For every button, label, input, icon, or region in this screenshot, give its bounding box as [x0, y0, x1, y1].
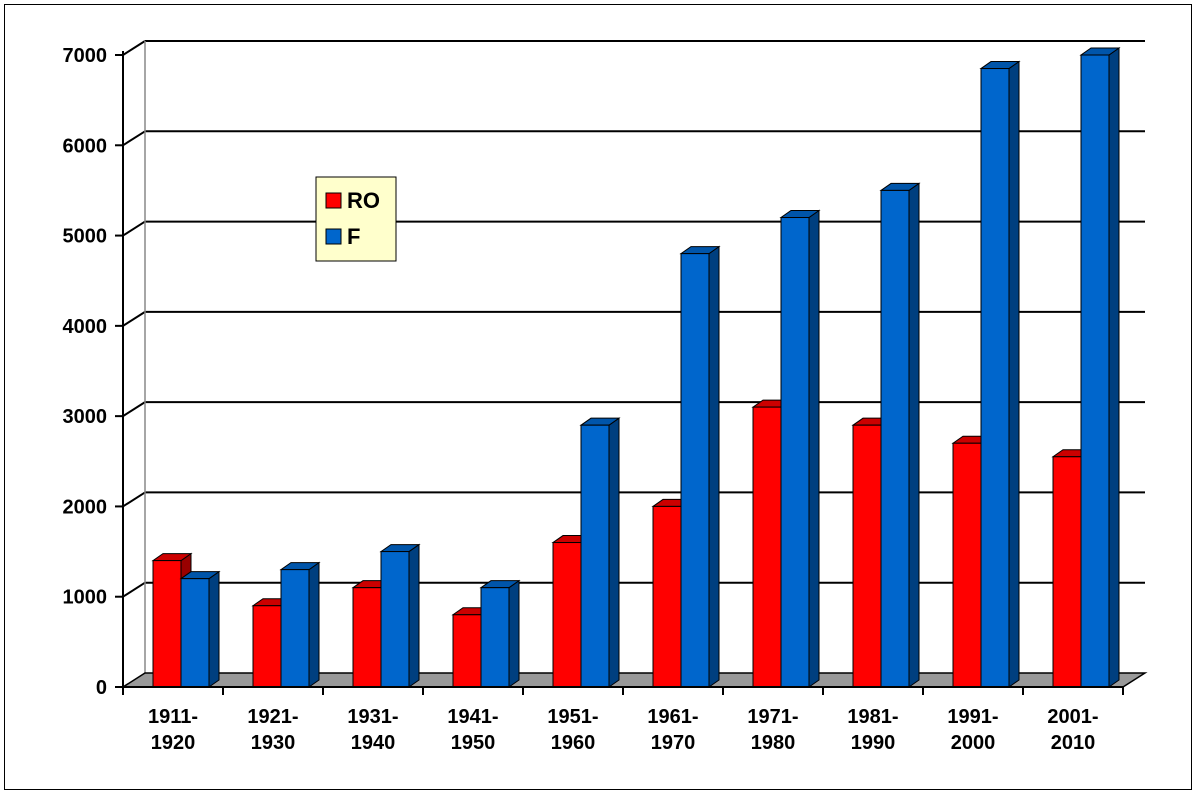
x-tick-label: 1960 [551, 732, 596, 754]
x-tick-label: 2010 [1051, 732, 1096, 754]
bar-front [180, 578, 210, 688]
x-tick-label: 1980 [751, 732, 796, 754]
bar-side [1108, 47, 1120, 688]
bar-front [380, 551, 410, 688]
y-tick-label: 7000 [63, 45, 108, 67]
bar-front [952, 442, 982, 688]
bar-front [580, 424, 610, 688]
bar-front [352, 587, 382, 688]
bar-chart: 0 1000 2000 3000 4000 5000 6000 7000 1911- 1920 19… [63, 40, 1148, 754]
bar-front [880, 189, 910, 688]
bar-front [780, 217, 810, 688]
x-tick-label: 1911- [148, 706, 198, 728]
bar-front [1080, 54, 1110, 688]
bar-F-2 [379, 543, 421, 688]
x-tick-label: 1981- [847, 706, 898, 728]
bar-front [480, 587, 510, 688]
legend-label-F: F [347, 224, 360, 249]
gridline-side-2000 [122, 491, 146, 508]
legend-swatch-F [325, 228, 342, 245]
x-tick-label: 1920 [151, 732, 196, 754]
bar-F-1 [279, 561, 321, 688]
bar-F-9 [1079, 47, 1121, 688]
bar-front [752, 406, 782, 688]
bar-F-6 [779, 209, 821, 688]
bar-front [852, 424, 882, 688]
x-tick-label: 1971- [747, 706, 798, 728]
bar-side [608, 417, 620, 688]
y-tick-label: 4000 [63, 316, 108, 338]
bar-front [980, 68, 1010, 688]
bar-F-4 [579, 417, 621, 688]
x-tick-label: 1930 [251, 732, 296, 754]
bar-side [808, 209, 820, 688]
legend-box [315, 176, 397, 262]
bar-front [152, 560, 182, 688]
bar-side [508, 579, 520, 688]
bar-side [708, 245, 720, 688]
x-tick-label: 1951- [547, 706, 598, 728]
bar-front [680, 253, 710, 688]
bar-F-7 [879, 182, 921, 688]
legend: RO F [315, 176, 397, 262]
bar-F-8 [979, 60, 1021, 688]
x-tick-label: 1941- [447, 706, 498, 728]
bar-F-0 [179, 570, 221, 688]
chart-container: 0 1000 2000 3000 4000 5000 6000 7000 1911- 1920 19… [4, 4, 1192, 790]
x-tick-label: 1991- [947, 706, 998, 728]
gridline-side-4000 [122, 311, 146, 327]
x-tick-label: 1970 [651, 732, 696, 754]
x-tick-label: 1940 [351, 732, 396, 754]
gridline-side-5000 [122, 220, 146, 237]
gridline-side-7000 [122, 40, 146, 56]
x-tick-label: 1950 [451, 732, 496, 754]
legend-swatch-RO [325, 192, 342, 209]
y-tick-label: 6000 [63, 135, 108, 157]
gridline-side-6000 [122, 130, 146, 147]
x-tick-label: 1921- [247, 706, 298, 728]
bar-F-5 [679, 245, 721, 688]
chart-axes-layer: 0 1000 2000 3000 4000 5000 6000 7000 1911- 1920 19… [63, 45, 1124, 754]
x-tick-label: 1961- [647, 706, 698, 728]
bar-side [208, 570, 220, 688]
bar-front [652, 505, 682, 688]
bar-F-3 [479, 579, 521, 688]
bar-front [452, 614, 482, 688]
chart-bars-layer [151, 47, 1121, 688]
x-tick-label: 2000 [951, 732, 996, 754]
bar-front [552, 542, 582, 688]
y-tick-label: 1000 [63, 587, 108, 609]
bar-side [1008, 60, 1020, 688]
x-tick-label: 1931- [347, 706, 398, 728]
bar-front [252, 605, 282, 688]
y-tick-label: 3000 [63, 406, 108, 428]
bar-front [280, 569, 310, 688]
y-tick-label: 2000 [63, 496, 108, 518]
gridline-side-3000 [122, 401, 146, 417]
y-tick-label: 5000 [63, 226, 108, 248]
y-tick-label: 0 [96, 677, 107, 699]
x-tick-label: 1990 [851, 732, 896, 754]
bar-side [308, 561, 320, 688]
bar-front [1052, 456, 1082, 688]
legend-label-RO: RO [347, 188, 380, 213]
bar-side [408, 543, 420, 688]
bar-side [908, 182, 920, 688]
x-tick-label: 2001- [1047, 706, 1098, 728]
gridline-side-1000 [122, 581, 146, 598]
